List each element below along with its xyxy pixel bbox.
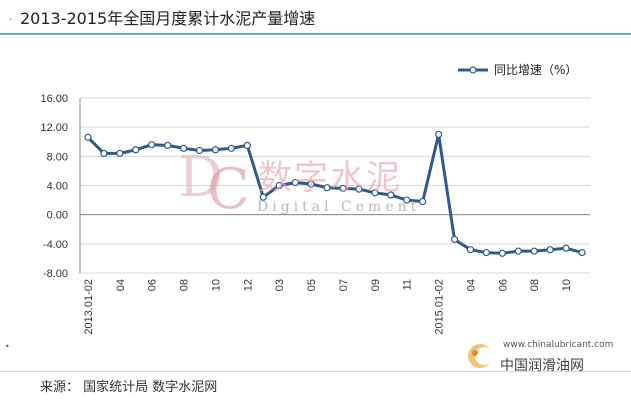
data-point	[259, 193, 267, 201]
data-point	[116, 149, 124, 158]
source-divider	[0, 371, 631, 372]
data-point	[546, 246, 554, 254]
data-point	[179, 144, 188, 152]
y-tick-label: 8.00	[47, 151, 68, 163]
bullet-mark: ·	[9, 15, 13, 26]
bullet-mark-2: •	[5, 342, 10, 351]
data-point	[434, 130, 443, 139]
y-tick-label: 16.00	[40, 93, 68, 105]
data-point	[323, 184, 331, 192]
watermark-en: Digital Cement	[257, 199, 421, 215]
y-tick-label: -4.00	[43, 239, 68, 251]
data-point	[148, 141, 156, 149]
legend-label: 同比增速（%）	[494, 63, 577, 77]
x-tick-label: 04	[465, 279, 477, 291]
y-tick-label: 12.00	[40, 122, 68, 134]
x-tick-label: 03	[274, 279, 286, 291]
brand-name: 中国润滑油网	[500, 358, 584, 374]
data-point	[466, 246, 475, 254]
y-tick-label: 0.00	[47, 210, 68, 222]
x-tick-label: 06	[497, 279, 509, 291]
data-point	[195, 146, 204, 155]
data-point	[450, 235, 459, 244]
data-point	[275, 181, 283, 190]
data-point	[387, 191, 395, 199]
x-tick-label: 10	[561, 279, 573, 291]
x-tick-label: 09	[370, 279, 382, 291]
data-point	[371, 189, 379, 197]
data-point	[530, 247, 538, 255]
x-tick-label: 11	[402, 279, 414, 290]
data-point	[562, 244, 570, 252]
x-tick-label: 06	[147, 279, 159, 291]
chart-title: 2013-2015年全国月度累计水泥产量增速	[20, 9, 316, 28]
x-tick-label: 08	[529, 279, 541, 291]
watermark-logo: DC	[178, 145, 266, 222]
data-point	[84, 133, 92, 141]
data-point	[100, 149, 108, 158]
y-tick-label: -8.00	[43, 268, 68, 280]
data-point	[164, 141, 172, 149]
line-chart: 16.00 12.00 8.00 4.00 0.00 -4.00 -8.00 2013.01-…	[40, 63, 590, 335]
x-tick-label: 2013.01-02	[83, 279, 95, 335]
data-point	[211, 146, 220, 154]
data-point	[307, 180, 315, 188]
data-point	[132, 146, 140, 154]
source-text: 来源： 国家统计局 数字水泥网	[40, 380, 218, 395]
data-point	[419, 197, 427, 206]
x-tick-label: 05	[306, 279, 318, 291]
data-point	[227, 144, 236, 152]
y-tick-label: 4.00	[47, 181, 68, 193]
data-point	[482, 248, 491, 257]
data-point	[578, 248, 586, 257]
title-divider	[0, 33, 631, 35]
data-point	[243, 141, 251, 149]
watermark-logo-d: D	[178, 145, 223, 210]
x-tick-label: 10	[210, 279, 222, 291]
x-tick-label: 2015.01-02	[434, 279, 446, 335]
data-point	[339, 184, 347, 193]
watermark-cn: 数字水泥	[258, 158, 402, 198]
data-point	[403, 196, 411, 204]
data-point	[498, 249, 506, 257]
data-point	[291, 178, 299, 187]
x-tick-label: 12	[242, 279, 254, 291]
watermark-logo-c: C	[206, 157, 250, 222]
x-tick-label: 04	[115, 279, 127, 291]
data-point	[355, 185, 363, 193]
x-tick-label: 07	[338, 279, 350, 291]
legend-swatch-marker	[469, 66, 477, 74]
brand-url: www.chinalubricant.com	[503, 340, 614, 350]
x-tick-label: 08	[179, 279, 191, 291]
data-point	[514, 247, 522, 255]
brand-logo-icon	[468, 344, 493, 368]
